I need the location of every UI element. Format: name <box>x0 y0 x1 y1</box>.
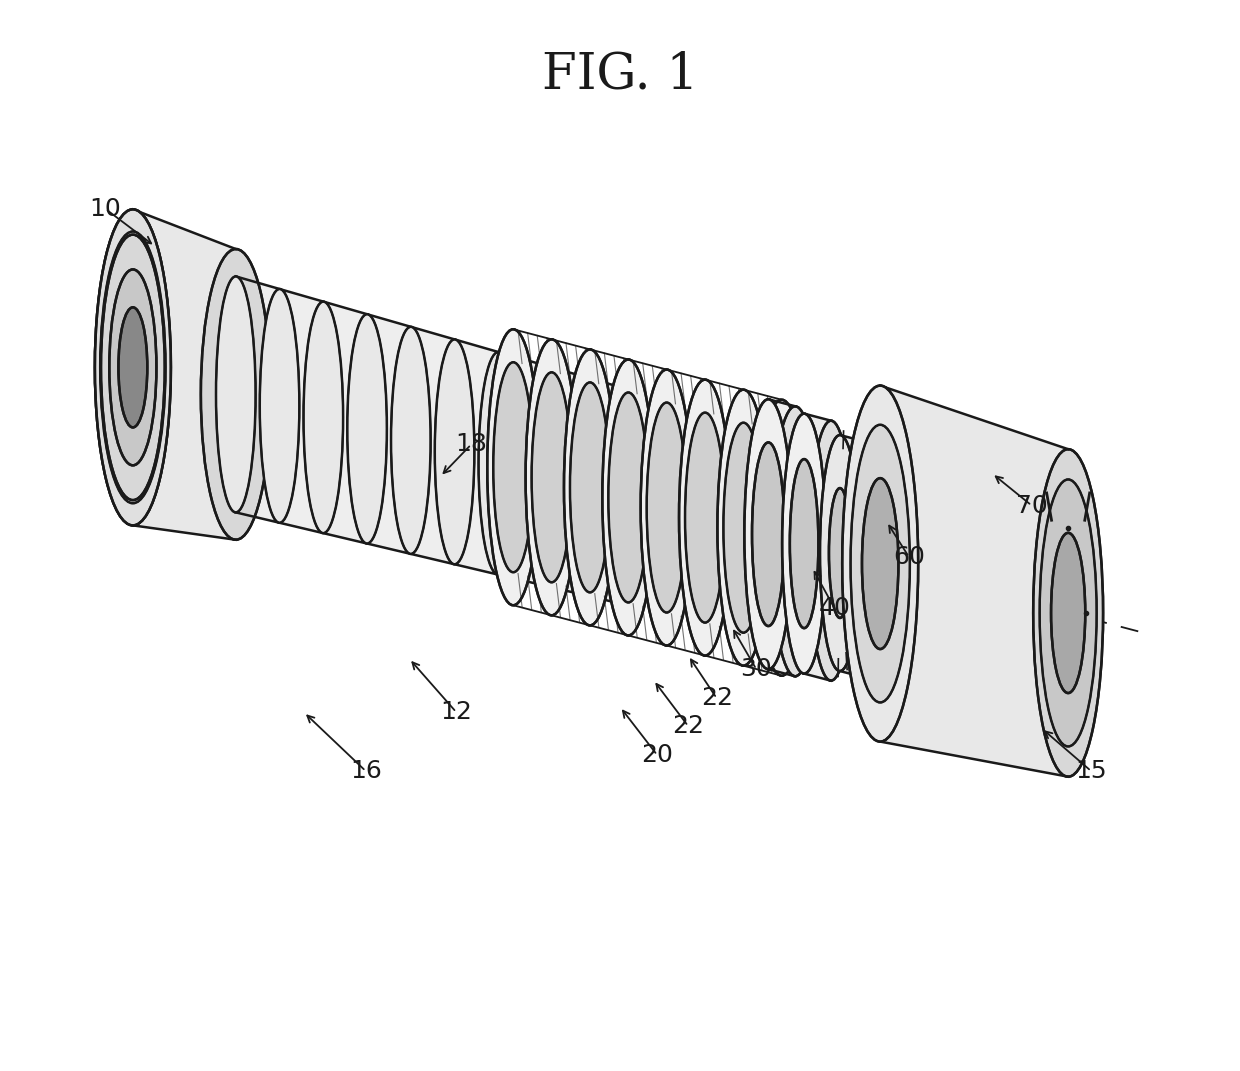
Ellipse shape <box>1039 480 1096 746</box>
Ellipse shape <box>779 450 811 633</box>
Text: FIG. 1: FIG. 1 <box>542 50 698 100</box>
Ellipse shape <box>761 433 802 643</box>
Text: 18: 18 <box>455 433 487 456</box>
Ellipse shape <box>751 442 785 627</box>
Ellipse shape <box>391 327 430 554</box>
Ellipse shape <box>723 423 764 633</box>
Ellipse shape <box>119 307 148 427</box>
Ellipse shape <box>564 349 616 625</box>
Text: 22: 22 <box>701 687 733 710</box>
Text: 70: 70 <box>1016 494 1048 517</box>
Polygon shape <box>804 413 831 681</box>
Ellipse shape <box>95 209 171 526</box>
Ellipse shape <box>842 441 883 677</box>
Ellipse shape <box>259 289 299 523</box>
Ellipse shape <box>494 362 533 572</box>
Ellipse shape <box>565 377 605 595</box>
Ellipse shape <box>1033 449 1104 776</box>
Ellipse shape <box>842 386 918 741</box>
Ellipse shape <box>808 421 853 681</box>
Polygon shape <box>133 209 236 540</box>
Ellipse shape <box>771 406 820 676</box>
Ellipse shape <box>647 403 687 613</box>
Ellipse shape <box>680 379 732 655</box>
Ellipse shape <box>744 399 792 669</box>
Text: 20: 20 <box>641 743 673 767</box>
Ellipse shape <box>532 373 572 583</box>
Polygon shape <box>839 435 862 677</box>
Text: 22: 22 <box>672 714 704 738</box>
Ellipse shape <box>479 352 518 575</box>
Polygon shape <box>880 386 1068 776</box>
Ellipse shape <box>603 360 655 635</box>
Ellipse shape <box>526 340 578 616</box>
Ellipse shape <box>609 392 649 603</box>
Ellipse shape <box>216 276 255 512</box>
Text: 10: 10 <box>89 197 122 221</box>
Ellipse shape <box>782 413 826 674</box>
Ellipse shape <box>790 459 818 628</box>
Ellipse shape <box>435 340 475 564</box>
Ellipse shape <box>522 364 562 585</box>
Ellipse shape <box>109 270 156 465</box>
Ellipse shape <box>862 478 899 649</box>
Ellipse shape <box>304 302 343 533</box>
Text: 16: 16 <box>350 759 382 783</box>
Text: 30: 30 <box>740 658 773 681</box>
Ellipse shape <box>487 329 539 605</box>
Text: 15: 15 <box>1075 759 1107 783</box>
Ellipse shape <box>718 390 769 666</box>
Text: 12: 12 <box>440 700 472 724</box>
Ellipse shape <box>820 435 859 672</box>
Ellipse shape <box>1052 533 1085 693</box>
Ellipse shape <box>570 382 610 592</box>
Ellipse shape <box>119 307 148 427</box>
Ellipse shape <box>817 466 846 635</box>
Ellipse shape <box>95 209 171 526</box>
Polygon shape <box>236 276 630 606</box>
Ellipse shape <box>684 412 725 622</box>
Ellipse shape <box>641 369 693 646</box>
Ellipse shape <box>755 399 807 676</box>
Ellipse shape <box>610 390 650 606</box>
Ellipse shape <box>347 314 387 544</box>
Ellipse shape <box>100 235 165 500</box>
Ellipse shape <box>828 488 851 618</box>
Text: 40: 40 <box>818 597 851 620</box>
Ellipse shape <box>201 250 270 540</box>
Polygon shape <box>769 399 795 676</box>
Text: 60: 60 <box>893 545 925 569</box>
Ellipse shape <box>851 425 910 703</box>
